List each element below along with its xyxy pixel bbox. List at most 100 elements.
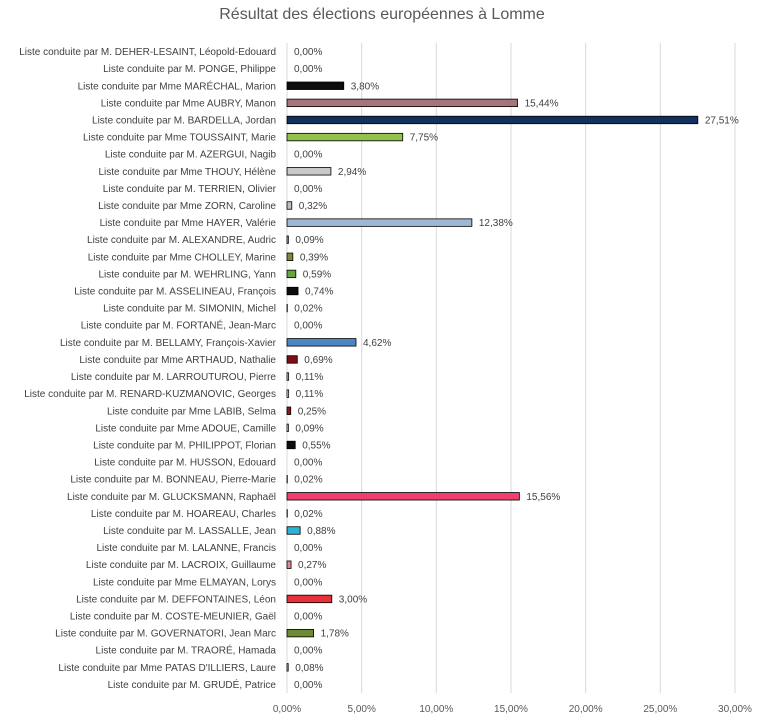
x-tick-label: 25,00% (643, 704, 677, 715)
data-label: 0,74% (305, 287, 333, 298)
x-tick-label: 10,00% (419, 704, 453, 715)
data-label: 0,00% (294, 64, 322, 75)
data-label: 0,69% (304, 355, 332, 366)
data-label: 0,00% (294, 646, 322, 657)
bar (286, 440, 296, 450)
bar (286, 492, 520, 501)
category-label: Liste conduite par Mme ELMAYAN, Lorys (93, 577, 276, 588)
category-label: Liste conduite par M. PHILIPPOT, Florian (93, 440, 276, 451)
data-label: 0,00% (294, 150, 322, 161)
category-label: Liste conduite par M. LACROIX, Guillaume (86, 560, 277, 571)
bar (286, 372, 290, 381)
x-tick-label: 15,00% (494, 704, 528, 715)
category-label: Liste conduite par Mme PATAS D'ILLIERS, … (58, 663, 276, 674)
data-label: 0,39% (300, 252, 328, 263)
category-label: Liste conduite par Mme MARÉCHAL, Marion (78, 79, 276, 92)
category-label: Liste conduite par M. LARROUTUROU, Pierr… (71, 372, 277, 383)
category-label: Liste conduite par M. COSTE-MEUNIER, Gaë… (70, 612, 276, 623)
category-label: Liste conduite par M. TRAORÉ, Hamada (96, 644, 277, 657)
bar (286, 389, 290, 398)
data-label: 0,02% (294, 509, 322, 520)
x-tick-label: 0,00% (273, 704, 301, 715)
x-tick-label: 5,00% (347, 704, 375, 715)
bar (286, 594, 333, 604)
category-label: Liste conduite par M. WEHRLING, Yann (99, 269, 277, 280)
category-label: Liste conduite par M. ASSELINEAU, Franço… (74, 287, 276, 298)
bar (286, 167, 332, 176)
data-label: 0,00% (294, 577, 322, 588)
category-label: Liste conduite par M. LALANNE, Francis (96, 543, 276, 554)
data-label: 0,00% (294, 612, 322, 623)
category-label: Liste conduite par Mme HAYER, Valérie (100, 218, 277, 229)
data-label: 0,00% (294, 680, 322, 691)
data-label: 0,02% (294, 475, 322, 486)
data-label: 3,00% (339, 594, 367, 605)
category-label: Liste conduite par M. PONGE, Philippe (103, 64, 276, 75)
data-label: 2,94% (338, 167, 366, 178)
category-label: Liste conduite par M. HOAREAU, Charles (91, 509, 276, 520)
bar (286, 115, 699, 125)
x-tick-label: 20,00% (569, 704, 603, 715)
category-label: Liste conduite par Mme TOUSSAINT, Marie (83, 133, 276, 144)
bar (286, 406, 292, 415)
data-label: 0,02% (294, 304, 322, 315)
bar (286, 663, 289, 672)
data-label: 0,59% (303, 269, 331, 280)
bar (286, 252, 294, 261)
category-label: Liste conduite par M. TERRIEN, Olivier (103, 184, 277, 195)
category-label: Liste conduite par M. BONNEAU, Pierre-Ma… (70, 475, 276, 486)
category-label: Liste conduite par M. GOVERNATORI, Jean … (55, 629, 276, 640)
category-label: Liste conduite par Mme THOUY, Hélène (99, 167, 277, 178)
data-label: 0,00% (294, 184, 322, 195)
data-label: 0,00% (294, 321, 322, 332)
chart-title: Résultat des élections européennes à Lom… (219, 6, 545, 23)
bar (286, 98, 518, 108)
data-label: 0,00% (294, 458, 322, 469)
data-label: 0,11% (296, 389, 324, 400)
x-tick-label: 30,00% (718, 704, 752, 715)
data-label: 0,88% (307, 526, 335, 537)
category-label: Liste conduite par M. LASSALLE, Jean (103, 526, 276, 537)
data-label: 7,75% (410, 133, 438, 144)
data-label: 0,00% (294, 543, 322, 554)
bar (286, 235, 289, 244)
category-label: Liste conduite par M. FORTANÉ, Jean-Marc (81, 319, 276, 332)
bar (286, 132, 404, 142)
category-label: Liste conduite par M. ALEXANDRE, Audric (87, 235, 276, 246)
data-label: 0,08% (295, 663, 323, 674)
bar (286, 560, 292, 569)
bar (286, 628, 314, 638)
data-label: 0,55% (302, 440, 330, 451)
category-label: Liste conduite par Mme ARTHAUD, Nathalie (79, 355, 276, 366)
category-label: Liste conduite par M. BELLAMY, François-… (60, 338, 277, 349)
data-label: 0,11% (296, 372, 324, 383)
bar (286, 201, 293, 210)
category-label: Liste conduite par M. HUSSON, Edouard (94, 458, 276, 469)
category-label: Liste conduite par M. BARDELLA, Jordan (92, 115, 276, 126)
category-label: Liste conduite par M. SIMONIN, Michel (103, 304, 276, 315)
category-label: Liste conduite par Mme ZORN, Caroline (98, 201, 276, 212)
category-label: Liste conduite par M. GRUDÉ, Patrice (108, 678, 277, 691)
data-label: 15,44% (525, 98, 559, 109)
data-label: 0,32% (299, 201, 327, 212)
data-label: 0,09% (295, 235, 323, 246)
category-label: Liste conduite par M. DEHER-LESAINT, Léo… (19, 47, 276, 58)
bar (286, 218, 473, 227)
data-label: 12,38% (479, 218, 513, 229)
data-label: 3,80% (351, 81, 379, 92)
category-label: Liste conduite par Mme CHOLLEY, Marine (88, 252, 277, 263)
bar (286, 286, 299, 296)
data-label: 1,78% (321, 629, 349, 640)
data-label: 0,00% (294, 47, 322, 58)
category-label: Liste conduite par Mme AUBRY, Manon (101, 98, 276, 109)
bar (286, 81, 345, 90)
bar (286, 355, 298, 364)
category-label: Liste conduite par Mme ADOUE, Camille (95, 423, 276, 434)
data-label: 27,51% (705, 115, 739, 126)
bar (286, 526, 301, 535)
data-label: 15,56% (526, 492, 560, 503)
data-label: 4,62% (363, 338, 391, 349)
data-label: 0,25% (298, 406, 326, 417)
category-label: Liste conduite par M. RENARD-KUZMANOVIC,… (24, 389, 276, 400)
